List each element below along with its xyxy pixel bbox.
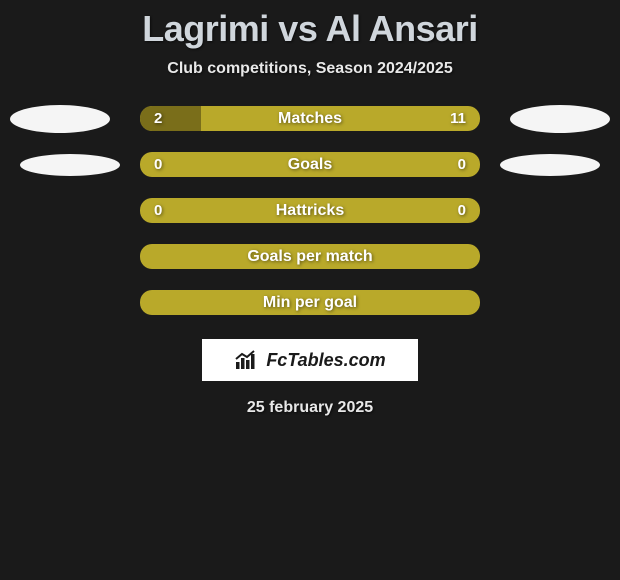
stat-value-right: 0 — [458, 202, 466, 219]
page-title: Lagrimi vs Al Ansari — [142, 8, 477, 50]
stat-bar: Min per goal — [140, 290, 480, 315]
comparison-infographic: Lagrimi vs Al Ansari Club competitions, … — [0, 0, 620, 417]
player-badge-right — [510, 105, 610, 133]
stat-bar: Goals per match — [140, 244, 480, 269]
brand-chart-icon — [234, 349, 260, 371]
player-badge-left — [10, 105, 110, 133]
stat-row: Goals per match — [0, 244, 620, 269]
brand-text: FcTables.com — [266, 350, 385, 371]
player-badge-left — [20, 154, 120, 176]
stat-row: 0 0Hattricks — [0, 198, 620, 223]
stat-label: Goals — [140, 156, 480, 174]
stat-rows: 211Matches00Goals00HattricksGoals per ma… — [0, 106, 620, 315]
stat-row: Min per goal — [0, 290, 620, 315]
player-badge-right — [500, 154, 600, 176]
stat-value-left: 2 — [154, 110, 162, 127]
page-subtitle: Club competitions, Season 2024/2025 — [167, 60, 452, 78]
brand-badge: FcTables.com — [202, 339, 418, 381]
bar-fill-left — [140, 106, 201, 131]
stat-value-left: 0 — [154, 156, 162, 173]
stat-bar: 0 0Goals — [140, 152, 480, 177]
stat-value-left: 0 — [154, 202, 162, 219]
stat-value-right: 11 — [450, 110, 466, 127]
stat-label: Hattricks — [140, 202, 480, 220]
stat-value-right: 0 — [458, 156, 466, 173]
stat-bar: 211Matches — [140, 106, 480, 131]
stat-bar: 0 0Hattricks — [140, 198, 480, 223]
stat-row: 0 0Goals — [0, 152, 620, 177]
stat-label: Goals per match — [140, 248, 480, 266]
stat-label: Min per goal — [140, 294, 480, 312]
date-label: 25 february 2025 — [247, 399, 373, 417]
stat-row: 211Matches — [0, 106, 620, 131]
